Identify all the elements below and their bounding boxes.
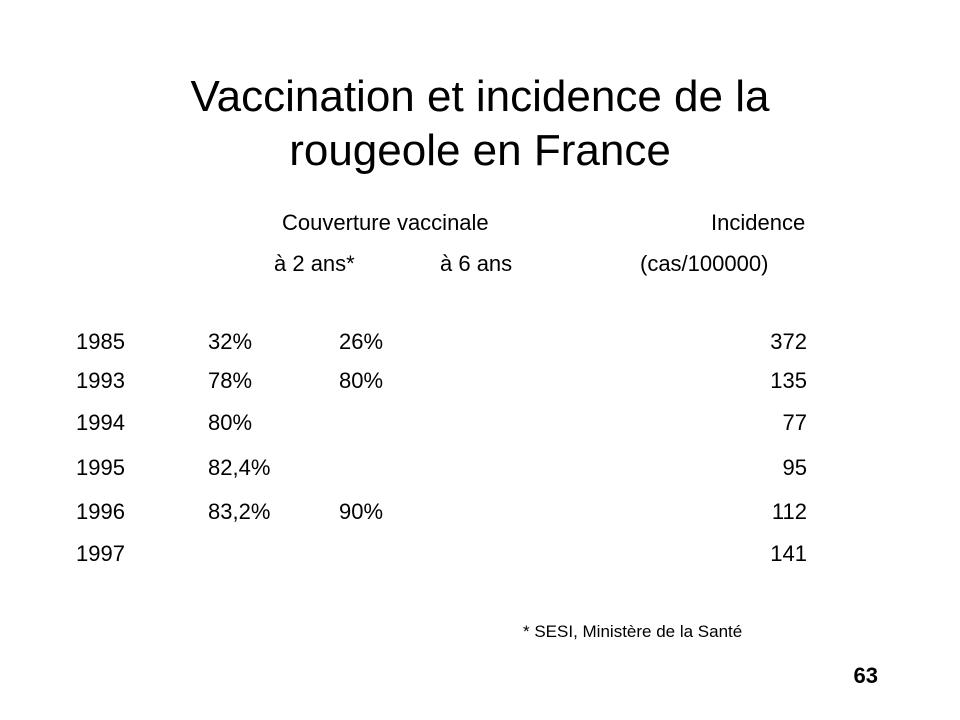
slide-title-line-1: Vaccination et incidence de la bbox=[190, 72, 770, 121]
cell-year: 1995 bbox=[76, 455, 125, 480]
footnote-source: * SESI, Ministère de la Santé bbox=[523, 622, 743, 641]
cell-incidence: 372 bbox=[770, 329, 807, 354]
cell-year: 1996 bbox=[76, 499, 125, 524]
cell-age2: 78% bbox=[208, 368, 253, 393]
cell-incidence: 141 bbox=[770, 541, 807, 566]
page-number: 63 bbox=[853, 663, 878, 688]
cell-year: 1993 bbox=[76, 368, 125, 393]
header-age-6: à 6 ans bbox=[440, 251, 513, 276]
header-incidence: Incidence bbox=[711, 210, 806, 235]
cell-age6: 26% bbox=[339, 329, 384, 354]
header-age-2: à 2 ans* bbox=[274, 251, 355, 276]
cell-incidence: 112 bbox=[771, 499, 807, 524]
cell-age2: 32% bbox=[208, 329, 253, 354]
slide-title: Vaccination et incidence de la rougeole … bbox=[0, 70, 960, 178]
cell-incidence: 77 bbox=[782, 410, 807, 435]
cell-year: 1997 bbox=[76, 541, 125, 566]
cell-year: 1994 bbox=[76, 410, 125, 435]
cell-incidence: 95 bbox=[782, 455, 807, 480]
cell-age6: 80% bbox=[339, 368, 384, 393]
cell-age2: 80% bbox=[208, 410, 253, 435]
cell-incidence: 135 bbox=[770, 368, 807, 393]
slide-title-line-2: rougeole en France bbox=[289, 126, 671, 175]
cell-age2: 83,2% bbox=[208, 499, 271, 524]
cell-year: 1985 bbox=[76, 329, 125, 354]
cell-age6: 90% bbox=[339, 499, 384, 524]
cell-age2: 82,4% bbox=[208, 455, 271, 480]
header-coverage-group: Couverture vaccinale bbox=[282, 210, 489, 235]
header-incidence-unit: (cas/100000) bbox=[640, 251, 769, 276]
